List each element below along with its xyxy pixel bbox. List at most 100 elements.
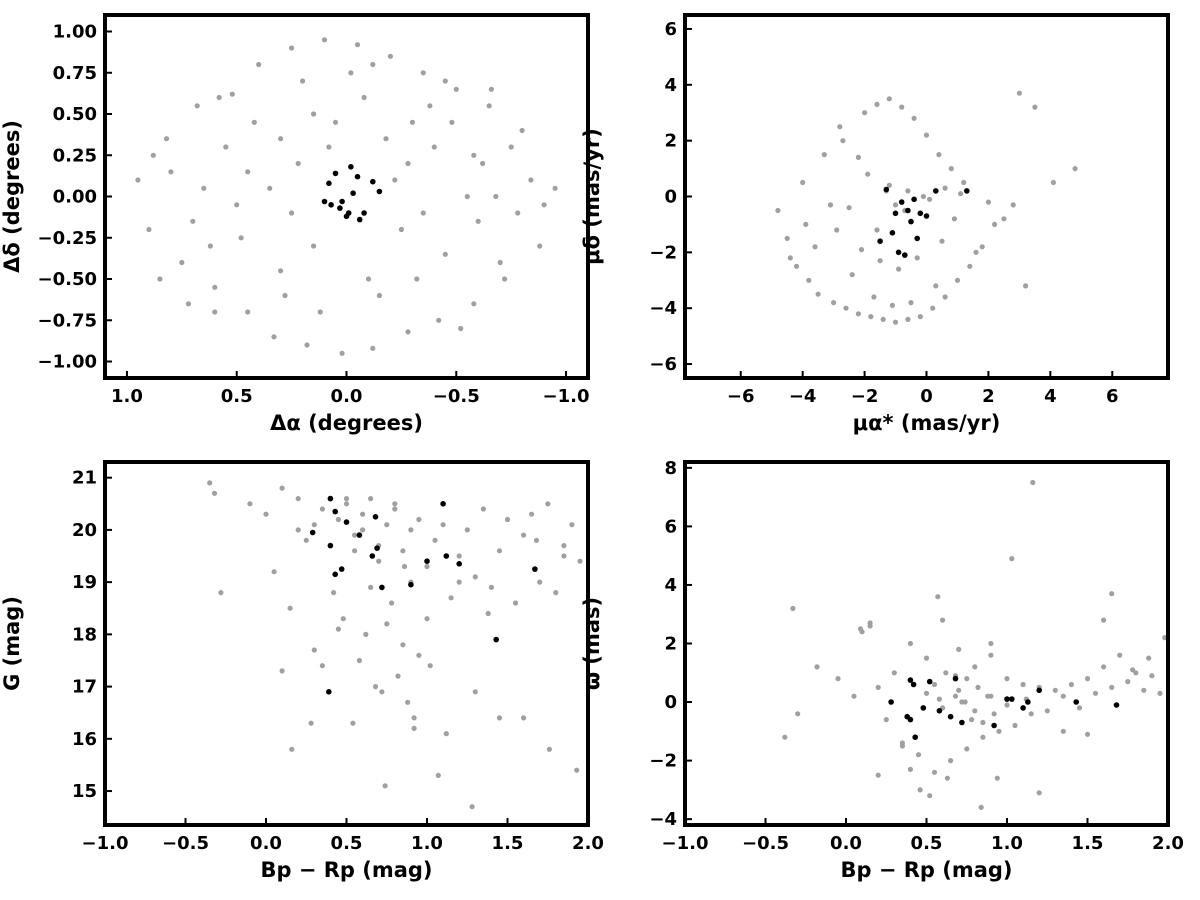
field-point <box>319 663 325 669</box>
field-point <box>311 522 317 528</box>
members-point <box>1025 699 1031 705</box>
field-point <box>800 179 806 186</box>
members-point <box>332 571 339 578</box>
field-point <box>317 309 323 315</box>
field-point <box>552 185 558 191</box>
field-point <box>908 300 914 306</box>
field-point <box>392 506 398 512</box>
field-point <box>488 584 494 591</box>
field-point <box>411 725 417 732</box>
panel-positions: 1.0 0.5 0.0 −0.5 −1.0 1.00 0.75 0.50 0.25 0.00 −0.… <box>0 13 590 435</box>
field-point <box>803 221 809 227</box>
field-point <box>335 516 341 523</box>
field-point <box>1060 728 1066 734</box>
field-point <box>840 138 846 144</box>
field-point <box>311 243 317 249</box>
field-point <box>1092 690 1099 696</box>
field-point <box>896 266 902 272</box>
field-point <box>958 191 964 197</box>
members-point <box>369 553 376 559</box>
field-point <box>936 696 943 702</box>
x-tick-label: −0.5 <box>742 833 789 854</box>
members-point <box>877 238 883 244</box>
field-point <box>392 501 398 507</box>
field-point <box>185 301 191 307</box>
field-point <box>1109 684 1115 691</box>
y-tick-label: 17 <box>72 677 97 698</box>
field-point <box>278 136 284 142</box>
field-point <box>471 152 477 158</box>
field-point <box>436 317 442 323</box>
field-point <box>521 532 527 538</box>
x-tick-label: −0.5 <box>162 833 209 854</box>
field-point <box>416 516 422 523</box>
field-point <box>157 276 163 282</box>
field-point <box>238 235 244 241</box>
members-point <box>914 235 920 242</box>
x-axis-label: μα* (mas/yr) <box>853 411 1001 435</box>
field-point <box>370 345 376 351</box>
field-point <box>289 210 295 216</box>
field-point <box>521 715 527 721</box>
field-point <box>504 516 511 523</box>
field-point <box>146 226 152 233</box>
x-tick-label: 1.5 <box>492 833 524 854</box>
field-point <box>899 743 906 749</box>
field-point <box>1109 591 1115 597</box>
plot-frame <box>103 13 590 380</box>
members-point <box>326 689 332 695</box>
field-point <box>561 553 567 559</box>
field-point <box>519 127 525 134</box>
x-tick-label: 2.0 <box>1152 833 1184 854</box>
field-point <box>311 111 317 117</box>
x-tick-label: −2 <box>851 386 879 407</box>
field-point <box>278 268 284 274</box>
field-point <box>456 553 462 559</box>
field-point <box>883 717 889 723</box>
field-point <box>405 699 411 705</box>
field-point <box>343 501 350 507</box>
field-point <box>931 681 938 688</box>
field-point <box>464 193 470 200</box>
field-point <box>969 717 975 723</box>
field-point <box>1146 655 1152 661</box>
members-point <box>372 514 379 520</box>
field-point <box>857 626 864 632</box>
field-point <box>1157 690 1163 696</box>
field-point <box>360 511 366 517</box>
members-point <box>456 561 463 567</box>
field-point <box>515 210 521 216</box>
field-point <box>485 610 491 617</box>
y-tick-label: 8 <box>664 458 677 479</box>
field-point <box>488 86 494 92</box>
field-point <box>923 132 930 138</box>
field-point <box>1084 731 1091 737</box>
y-tick-label: 4 <box>664 575 677 596</box>
field-point <box>528 177 534 183</box>
field-point <box>942 185 948 191</box>
field-point <box>858 247 865 253</box>
field-point <box>326 144 332 150</box>
field-point <box>256 61 262 68</box>
field-point <box>405 329 411 335</box>
field-point <box>917 314 923 320</box>
field-point <box>546 746 553 752</box>
x-tick-label: 0.5 <box>331 833 363 854</box>
members-point <box>337 205 343 211</box>
members-point <box>343 519 350 525</box>
y-tick-label: 16 <box>72 729 97 750</box>
members-point <box>350 190 356 196</box>
members-point <box>1036 687 1042 694</box>
field-point <box>295 160 301 167</box>
field-point <box>150 152 156 158</box>
x-tick-label: −0.5 <box>433 386 480 407</box>
field-point <box>372 684 379 690</box>
field-point <box>420 70 426 76</box>
members-point <box>321 198 328 205</box>
members-point <box>408 581 414 588</box>
y-tick-label: 21 <box>72 468 97 489</box>
members-point <box>379 584 385 591</box>
field-point <box>319 506 325 512</box>
field-point <box>271 569 277 575</box>
y-tick-label: 1.00 <box>53 22 97 43</box>
